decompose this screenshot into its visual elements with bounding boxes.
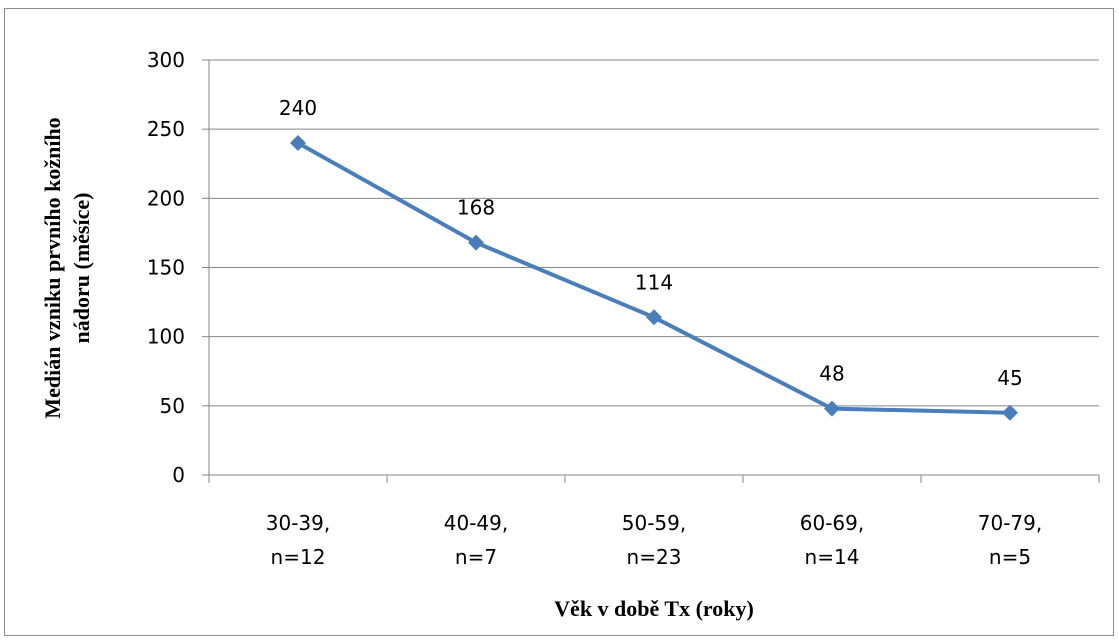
data-marker-diamond — [824, 400, 840, 417]
data-marker-diamond — [1002, 404, 1018, 421]
x-tick-label: 70-79, n=5 — [978, 511, 1042, 569]
y-tick-label: 300 — [147, 48, 185, 72]
data-marker-diamond — [646, 309, 662, 326]
y-tick-label: 200 — [147, 186, 185, 210]
y-tick-labels: 0 50 100 150 200 250 300 — [147, 48, 185, 487]
data-label: 48 — [819, 362, 844, 386]
axes — [202, 59, 1100, 483]
y-tick-label: 100 — [147, 325, 185, 349]
data-marker-diamond — [290, 135, 306, 151]
x-tick-label: 40-49, n=7 — [444, 511, 508, 569]
y-axis-title: Medián vzniku prvního kožního nádoru (mě… — [40, 117, 94, 418]
data-markers — [290, 135, 1018, 421]
y-axis-title-line-1: Medián vzniku prvního kožního — [40, 117, 65, 418]
data-marker-diamond — [468, 234, 484, 251]
y-tick-label: 250 — [147, 117, 185, 141]
data-labels: 240 168 114 48 45 — [279, 96, 1023, 390]
x-tick-label: 60-69, n=14 — [800, 511, 864, 569]
x-tick-label: 50-59, n=23 — [622, 511, 686, 569]
y-tick-label: 0 — [172, 463, 185, 487]
y-axis-title-line-2: nádoru (měsíce) — [69, 193, 94, 344]
data-label: 168 — [457, 196, 495, 220]
x-axis-title: Věk v době Tx (roky) — [554, 596, 754, 621]
chart-frame — [4, 8, 1114, 636]
gridlines — [209, 59, 1099, 407]
y-tick-label: 50 — [160, 394, 185, 418]
y-tick-label: 150 — [147, 256, 185, 280]
x-tick-label: 30-39, n=12 — [266, 511, 330, 569]
x-tick-labels: 30-39, n=12 40-49, n=7 50-59, n=23 60-69, n=14 7… — [266, 511, 1042, 569]
data-label: 240 — [279, 96, 317, 120]
data-label: 114 — [635, 270, 673, 294]
data-label: 45 — [997, 366, 1022, 390]
